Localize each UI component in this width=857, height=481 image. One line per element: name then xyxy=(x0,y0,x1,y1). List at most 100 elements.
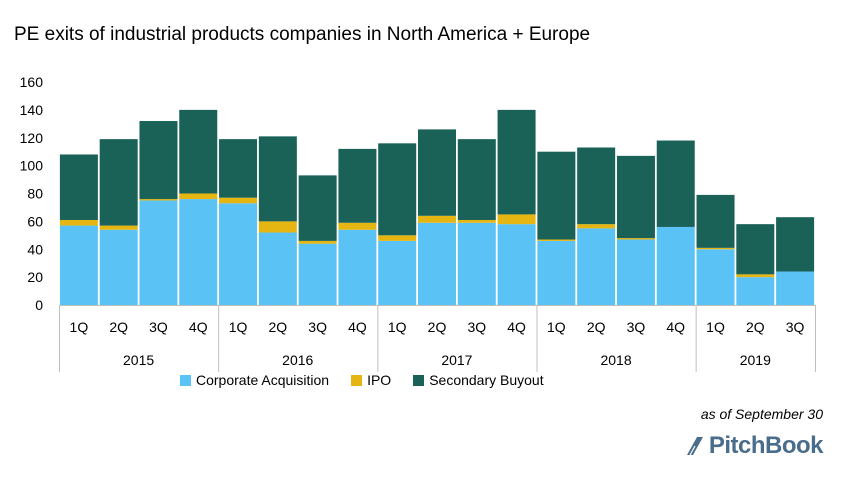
bar-ipo xyxy=(616,238,655,240)
legend-item-ipo: IPO xyxy=(351,372,391,388)
bar-corporate-acquisition xyxy=(696,249,735,305)
bar-ipo xyxy=(338,222,377,230)
bar-corporate-acquisition xyxy=(656,226,695,305)
y-tick-label: 20 xyxy=(27,269,43,285)
bar-secondary-buyout xyxy=(457,139,496,220)
bar-secondary-buyout xyxy=(616,155,655,239)
bar-ipo xyxy=(99,225,138,230)
bar-secondary-buyout xyxy=(258,136,297,222)
x-tick-label-quarter: 2Q xyxy=(587,319,606,335)
x-tick-label-quarter: 3Q xyxy=(149,319,168,335)
bar-secondary-buyout xyxy=(59,154,98,220)
stacked-bar-chart: 0 20 40 60 80 100 120 140 160 1Q 2Q 3Q 4Q 1Q 2Q 3Q 4Q 1Q 2… xyxy=(20,74,816,372)
bar-ipo xyxy=(298,240,337,244)
bar-secondary-buyout xyxy=(577,147,616,225)
x-tick-label-quarter: 1Q xyxy=(547,319,566,335)
pitchbook-leaf-icon xyxy=(686,437,703,456)
legend-label-secondary-buyout: Secondary Buyout xyxy=(429,372,544,388)
legend-swatch-secondary-buyout xyxy=(413,374,425,386)
bar-ipo xyxy=(179,193,218,200)
bar-ipo xyxy=(577,224,616,229)
brand-name: PitchBook xyxy=(708,432,824,459)
bar-secondary-buyout xyxy=(99,139,138,226)
bar-corporate-acquisition xyxy=(736,277,775,305)
bar-corporate-acquisition xyxy=(418,222,456,305)
bar-corporate-acquisition xyxy=(457,222,496,305)
x-tick-label-quarter: 4Q xyxy=(348,319,367,335)
bar-secondary-buyout xyxy=(219,139,258,198)
bar-ipo xyxy=(696,247,735,250)
bar-ipo xyxy=(378,235,417,241)
bar-ipo xyxy=(139,199,178,201)
x-tick-label-quarter: 4Q xyxy=(507,319,526,335)
y-tick-label: 80 xyxy=(27,186,43,202)
bar-corporate-acquisition xyxy=(616,239,655,305)
bar-secondary-buyout xyxy=(537,151,576,240)
bar-ipo xyxy=(219,197,258,204)
y-tick-label: 100 xyxy=(20,158,44,174)
legend-item-secondary-buyout: Secondary Buyout xyxy=(413,372,544,388)
x-group-label-year: 2017 xyxy=(441,352,472,368)
bar-ipo xyxy=(497,214,536,225)
bar-secondary-buyout xyxy=(378,143,417,236)
y-tick-label: 60 xyxy=(27,213,43,229)
x-group-label-year: 2016 xyxy=(282,352,313,368)
x-tick-label-quarter: 3Q xyxy=(467,319,486,335)
bar-ipo xyxy=(537,239,576,241)
bar-corporate-acquisition xyxy=(537,240,576,305)
x-tick-label-quarter: 2Q xyxy=(428,319,447,335)
x-tick-label-quarter: 1Q xyxy=(229,319,248,335)
bar-ipo xyxy=(258,221,297,233)
x-tick-label-quarter: 1Q xyxy=(706,319,725,335)
bar-corporate-acquisition xyxy=(179,199,218,305)
bar-secondary-buyout xyxy=(696,194,735,248)
x-tick-label-quarter: 2Q xyxy=(746,319,765,335)
y-tick-label: 120 xyxy=(20,130,44,146)
bar-secondary-buyout xyxy=(139,121,178,200)
chart-title: PE exits of industrial products companie… xyxy=(14,24,591,45)
legend: Corporate Acquisition IPO Secondary Buyo… xyxy=(180,372,544,388)
pitchbook-logo: PitchBook xyxy=(685,432,824,460)
bar-secondary-buyout xyxy=(656,140,695,227)
bar-secondary-buyout xyxy=(298,175,337,241)
x-tick-label-quarter: 2Q xyxy=(109,319,128,335)
bar-secondary-buyout xyxy=(418,129,456,216)
x-tick-label-quarter: 3Q xyxy=(308,319,327,335)
x-tick-label-quarter: 3Q xyxy=(627,319,646,335)
x-tick-label-quarter: 4Q xyxy=(666,319,685,335)
bar-corporate-acquisition xyxy=(338,229,377,305)
legend-swatch-ipo xyxy=(351,374,363,386)
y-tick-label: 0 xyxy=(35,297,43,313)
bar-corporate-acquisition xyxy=(59,225,98,305)
bar-ipo xyxy=(59,219,98,226)
legend-item-corporate-acquisition: Corporate Acquisition xyxy=(180,372,329,388)
bar-ipo xyxy=(457,219,496,223)
bar-corporate-acquisition xyxy=(258,232,297,305)
x-tick-label-quarter: 1Q xyxy=(388,319,407,335)
y-tick-label: 140 xyxy=(20,102,44,118)
x-tick-label-quarter: 4Q xyxy=(189,319,208,335)
bar-corporate-acquisition xyxy=(497,224,536,305)
bar-secondary-buyout xyxy=(736,224,775,275)
bar-corporate-acquisition xyxy=(776,271,815,305)
y-tick-label: 160 xyxy=(20,74,44,90)
bar-secondary-buyout xyxy=(179,109,218,194)
bar-secondary-buyout xyxy=(338,148,377,223)
legend-label-ipo: IPO xyxy=(367,372,392,388)
bar-corporate-acquisition xyxy=(219,203,258,305)
legend-swatch-corporate-acquisition xyxy=(180,374,191,386)
x-tick-label-quarter: 3Q xyxy=(786,319,805,335)
x-group-label-year: 2015 xyxy=(123,352,154,368)
x-group-label-year: 2018 xyxy=(600,352,631,368)
bar-corporate-acquisition xyxy=(139,200,178,305)
bar-corporate-acquisition xyxy=(378,240,417,305)
bar-secondary-buyout xyxy=(497,109,536,215)
x-tick-label-quarter: 1Q xyxy=(70,319,89,335)
legend-label-corporate-acquisition: Corporate Acquisition xyxy=(196,372,330,388)
y-tick-label: 40 xyxy=(27,241,43,257)
bar-ipo xyxy=(736,274,775,278)
bar-corporate-acquisition xyxy=(298,243,337,305)
x-group-label-year: 2019 xyxy=(740,352,771,368)
bar-ipo xyxy=(418,215,456,223)
x-tick-label-quarter: 2Q xyxy=(268,319,287,335)
